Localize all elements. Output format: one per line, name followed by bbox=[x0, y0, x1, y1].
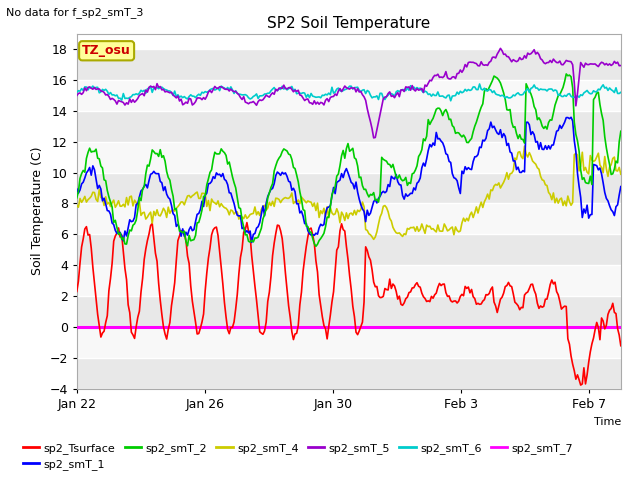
Legend: sp2_Tsurface, sp2_smT_1, sp2_smT_2, sp2_smT_4, sp2_smT_5, sp2_smT_6, sp2_smT_7: sp2_Tsurface, sp2_smT_1, sp2_smT_2, sp2_… bbox=[19, 438, 578, 474]
Bar bbox=[77, 80, 621, 111]
Bar bbox=[77, 142, 621, 173]
Text: No data for f_sp2_smT_3: No data for f_sp2_smT_3 bbox=[6, 7, 144, 18]
Bar bbox=[77, 234, 621, 265]
Title: SP2 Soil Temperature: SP2 Soil Temperature bbox=[267, 16, 431, 31]
Y-axis label: Soil Temperature (C): Soil Temperature (C) bbox=[31, 147, 44, 276]
Bar bbox=[77, 49, 621, 80]
Text: TZ_osu: TZ_osu bbox=[82, 44, 131, 57]
Bar bbox=[77, 327, 621, 358]
Bar bbox=[77, 358, 621, 389]
Bar bbox=[77, 265, 621, 296]
Bar bbox=[77, 111, 621, 142]
Bar bbox=[77, 296, 621, 327]
Bar bbox=[77, 204, 621, 234]
Bar bbox=[77, 173, 621, 204]
Text: Time: Time bbox=[593, 417, 621, 427]
